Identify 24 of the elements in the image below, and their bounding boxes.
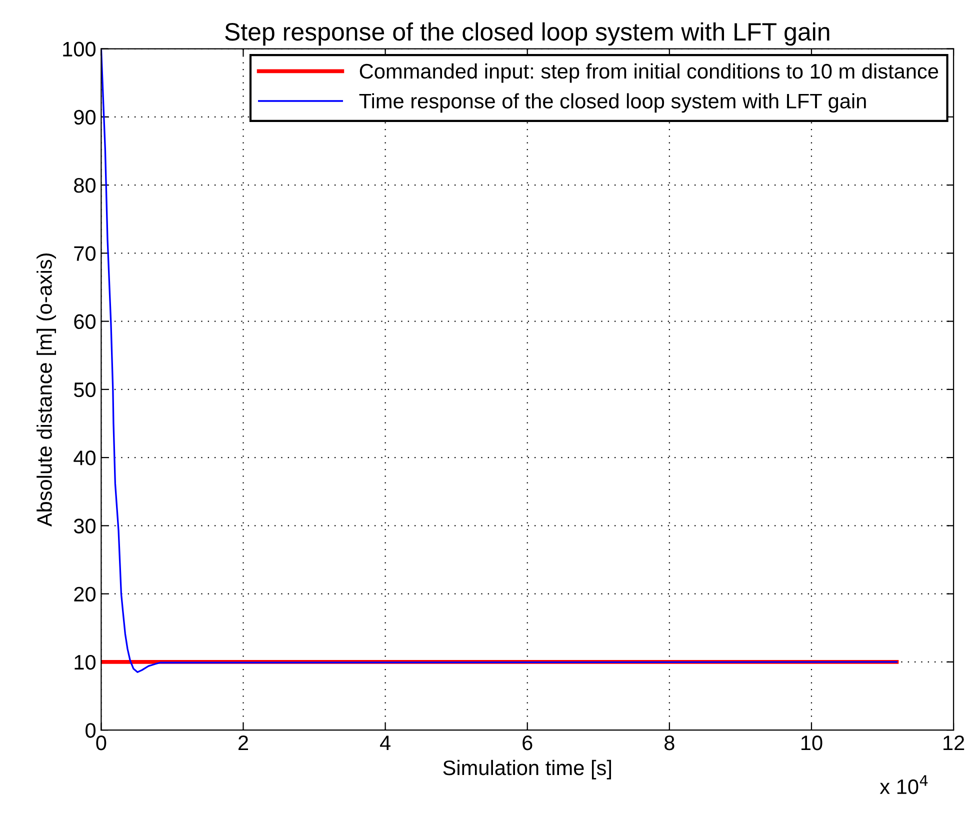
text: x 10$^{4}$ [880,775,928,794]
y-tick-label: 0 [86,723,96,738]
x-tick-label: 2 [238,735,248,750]
y-tick-label: 50 [74,382,96,398]
y-tick-label: 90 [74,110,96,125]
x-axis-title: Simulation time [s] [443,760,611,780]
y-tick-label: 40 [74,450,96,466]
x-tick-label: 0 [96,735,106,750]
y-tick-label: 20 [74,586,96,602]
legend-label: Commanded input: step from initial conditions to 10 m distance [360,63,938,83]
x-tick-label: 6 [522,735,532,750]
chart-title: Step response of the closed loop system with LFT gain [225,22,830,46]
y-tick-label: 60 [74,314,96,330]
x-tick-label: 10 [801,735,822,750]
y-tick-label: 70 [74,246,96,261]
x-tick-label: 12 [944,735,964,750]
y-tick-label: 80 [74,178,96,193]
y-tick-label: 30 [74,518,96,534]
y-axis-title: Absolute distance [m] (o-axis) [36,254,56,527]
legend-label: Time response of the closed loop system with LFT gain [359,93,866,113]
y-tick-label: 100 [63,42,96,57]
x-tick-label: 4 [380,736,390,750]
y-tick-label: 10 [74,654,96,670]
x-tick-label: 8 [664,735,674,750]
